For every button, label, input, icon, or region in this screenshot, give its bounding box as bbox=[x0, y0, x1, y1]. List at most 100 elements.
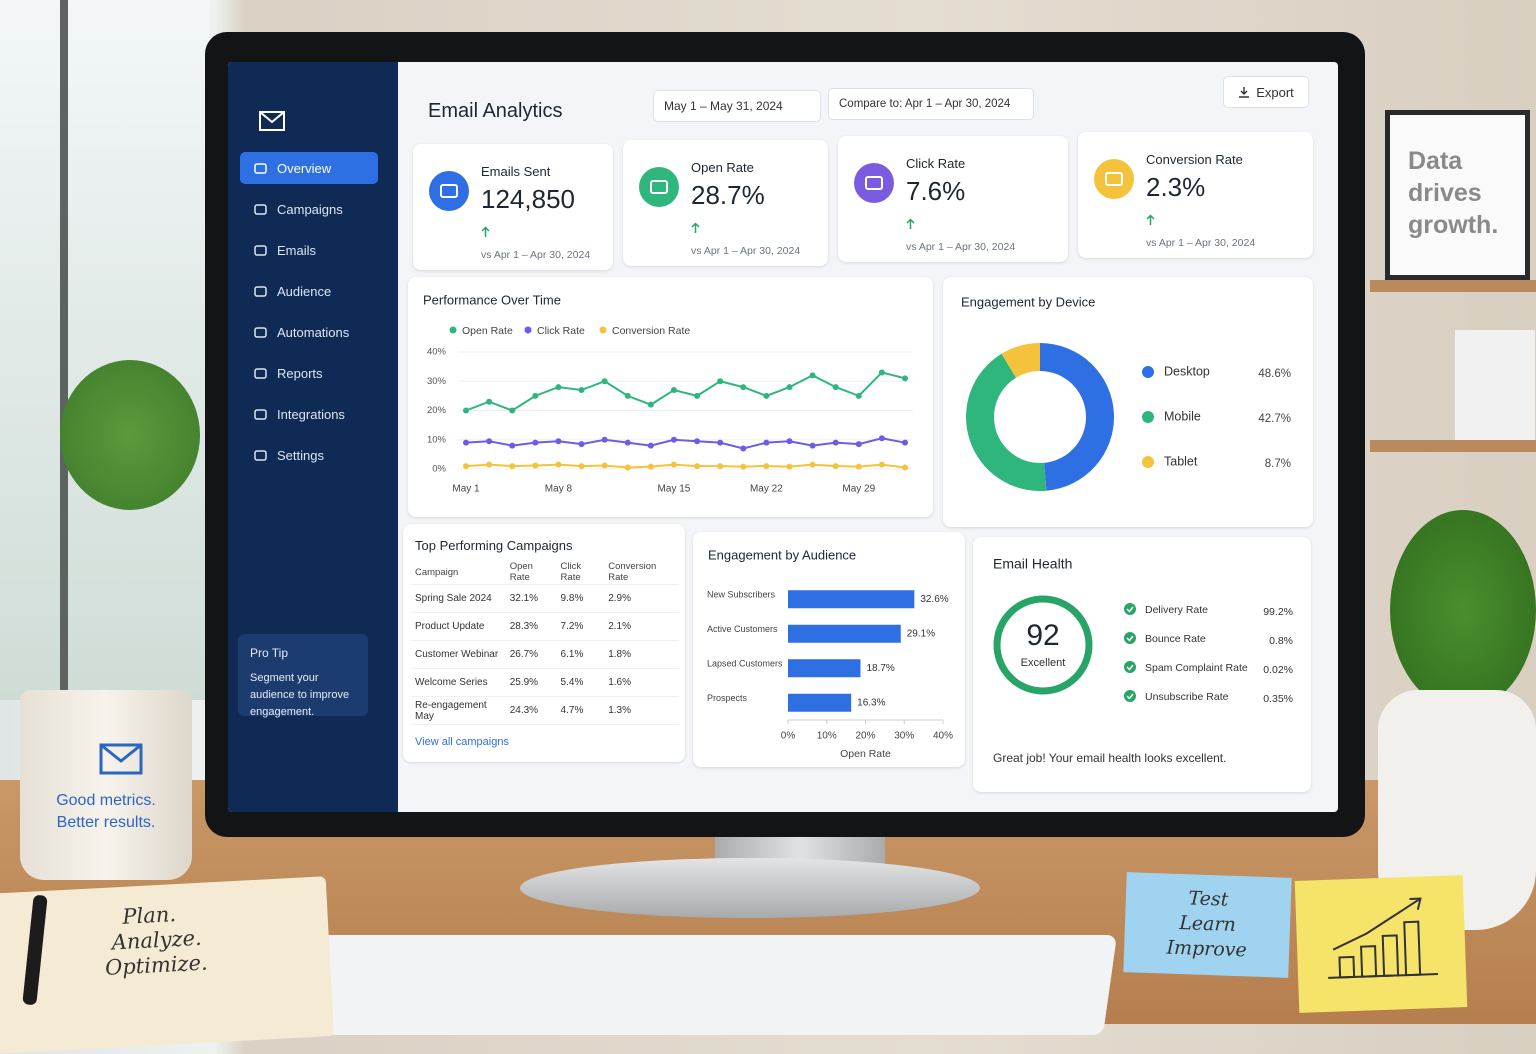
nav-icon bbox=[254, 367, 267, 379]
nav-item[interactable]: Emails bbox=[240, 234, 378, 266]
bar bbox=[788, 624, 901, 643]
series-point bbox=[601, 462, 608, 469]
notebook-line: Optimize. bbox=[104, 950, 209, 980]
monitor-base bbox=[520, 858, 980, 918]
check-icon bbox=[1124, 661, 1136, 673]
series-point bbox=[601, 378, 608, 385]
plant-right bbox=[1390, 510, 1536, 710]
series-point bbox=[717, 463, 724, 470]
poster-line: growth. bbox=[1408, 211, 1499, 239]
table-row: Welcome Series 25.9% 5.4% 1.6% bbox=[411, 668, 679, 697]
series-point bbox=[786, 438, 793, 445]
series-point bbox=[463, 463, 469, 470]
nav-label: Automations bbox=[277, 324, 350, 340]
series-point bbox=[509, 407, 516, 414]
poster-text: Data drives growth. bbox=[1408, 145, 1498, 241]
series-point bbox=[647, 442, 654, 449]
donut-segment bbox=[1001, 343, 1040, 378]
date-picker[interactable]: May 1 – May 31, 2024 bbox=[653, 90, 821, 122]
table-cell: 6.1% bbox=[556, 640, 605, 669]
compare-select[interactable]: Compare to: Apr 1 – Apr 30, 2024 bbox=[828, 88, 1034, 120]
table-cell: 5.4% bbox=[556, 668, 605, 697]
table-cell: 2.9% bbox=[604, 584, 679, 613]
table-row: Spring Sale 2024 32.1% 9.8% 2.9% bbox=[411, 584, 679, 613]
table-cell: 32.1% bbox=[505, 584, 557, 613]
bar-chart: Engagement by Audience New Subscribers 32.… bbox=[707, 547, 953, 759]
check-icon bbox=[1124, 632, 1136, 644]
legend-swatch bbox=[449, 326, 457, 334]
mug-line: Better results. bbox=[56, 814, 156, 831]
y-tick-label: 0% bbox=[432, 464, 446, 475]
nav-icon-shape bbox=[254, 449, 267, 461]
series-point bbox=[694, 463, 701, 470]
nav-label: Reports bbox=[277, 365, 323, 381]
series-point bbox=[855, 392, 862, 399]
card-title: Email Health bbox=[993, 556, 1072, 572]
table-row: Re-engagement May 24.3% 4.7% 1.3% bbox=[411, 696, 679, 725]
series-point bbox=[486, 398, 493, 405]
shelf bbox=[1370, 440, 1536, 452]
series-point bbox=[578, 463, 585, 470]
legend-swatch bbox=[1142, 456, 1154, 468]
table-cell: 25.9% bbox=[505, 668, 557, 697]
table-cell: 24.3% bbox=[505, 696, 557, 725]
nav-icon-shape bbox=[254, 162, 267, 174]
nav-icon-shape bbox=[254, 203, 267, 215]
nav-item[interactable]: Automations bbox=[240, 316, 378, 348]
notebook: Plan. Analyze. Optimize. bbox=[0, 876, 334, 1054]
series-point bbox=[902, 464, 908, 471]
table-cell: Product Update bbox=[411, 612, 506, 641]
nav-item[interactable]: Reports bbox=[240, 357, 378, 389]
kpi-value: 7.6% bbox=[906, 176, 966, 206]
series-point bbox=[486, 438, 493, 445]
y-tick-label: New Subscribers bbox=[707, 590, 776, 600]
series-point bbox=[832, 463, 839, 470]
health-rating: Excellent bbox=[1021, 657, 1066, 669]
x-tick-label: May 15 bbox=[658, 484, 691, 495]
export-label: Export bbox=[1256, 84, 1294, 100]
x-tick-label: 10% bbox=[817, 731, 837, 742]
nav-label: Campaigns bbox=[277, 201, 343, 217]
y-tick-label: Prospects bbox=[707, 693, 748, 703]
plant-left bbox=[60, 360, 200, 510]
card-title: Engagement by Audience bbox=[708, 547, 856, 562]
series-point bbox=[670, 387, 677, 394]
nav-icon bbox=[254, 408, 267, 420]
view-all-link[interactable]: View all campaigns bbox=[415, 736, 509, 748]
nav-label: Settings bbox=[277, 447, 324, 463]
legend-swatch bbox=[524, 326, 532, 334]
nav-item[interactable]: Overview bbox=[240, 152, 378, 184]
nav-item[interactable]: Integrations bbox=[240, 398, 378, 430]
export-button[interactable]: Export bbox=[1223, 76, 1309, 108]
series-point bbox=[832, 384, 839, 391]
sticky-line: Improve bbox=[1166, 936, 1248, 962]
kpi-card: Emails Sent 124,850 12.5% vs Apr 1 – Apr 30… bbox=[413, 144, 613, 270]
card-title: Top Performing Campaigns bbox=[415, 538, 573, 553]
series-point bbox=[463, 407, 469, 414]
x-tick-label: May 22 bbox=[750, 484, 783, 495]
table-cell: Customer Webinar bbox=[411, 640, 506, 669]
nav-item[interactable]: Audience bbox=[240, 275, 378, 307]
metric-label: Bounce Rate bbox=[1145, 633, 1206, 645]
table-cell: 4.7% bbox=[556, 696, 605, 725]
value-label: 18.7% bbox=[866, 663, 894, 674]
metric-label: Delivery Rate bbox=[1145, 604, 1208, 616]
series-point bbox=[902, 439, 908, 446]
kpi-card: Open Rate 28.7% 8.3% vs Apr 1 – Apr 30, 202… bbox=[623, 140, 828, 266]
kpi-icon-glyph bbox=[865, 176, 883, 190]
notebook-text: Plan. Analyze. Optimize. bbox=[102, 901, 208, 981]
nav-item[interactable]: Settings bbox=[240, 439, 378, 471]
dashboard: Overview Campaigns Emails Audience Automatio… bbox=[228, 62, 1338, 812]
kpi-note: vs Apr 1 – Apr 30, 2024 bbox=[481, 249, 591, 261]
value-label: 42.7% bbox=[1258, 413, 1291, 425]
kpi-icon bbox=[1094, 159, 1134, 199]
kpi-icon-glyph bbox=[440, 184, 458, 198]
health-ring bbox=[993, 595, 1093, 695]
table-row: Customer Webinar 26.7% 6.1% 1.8% bbox=[411, 640, 679, 669]
nav-item[interactable]: Campaigns bbox=[240, 193, 378, 225]
table-cell: 1.8% bbox=[604, 640, 679, 669]
pro-tip: Pro Tip Segment your audience to improve… bbox=[238, 634, 368, 718]
y-tick-label: 40% bbox=[427, 347, 447, 358]
